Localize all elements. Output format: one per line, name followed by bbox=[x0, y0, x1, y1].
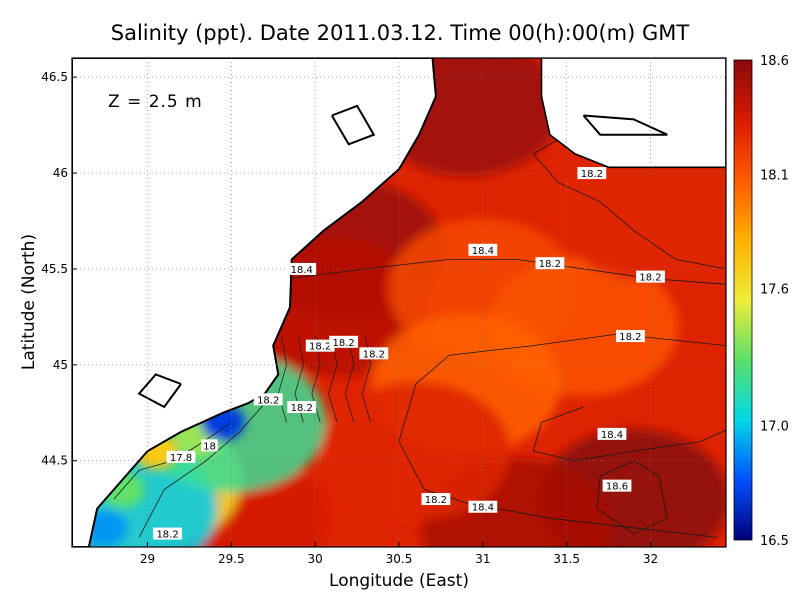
chart-title: Salinity (ppt). Date 2011.03.12. Time 00… bbox=[111, 21, 690, 45]
contour-label-box bbox=[166, 450, 196, 463]
contour-line bbox=[532, 406, 726, 462]
lagoon-outline bbox=[137, 373, 182, 409]
contour-label-box bbox=[577, 167, 607, 180]
contour-line bbox=[344, 336, 355, 423]
x-axis-ticks: 29 29.5 30 30.5 31 31.5 32 bbox=[140, 542, 658, 566]
contour-label-box bbox=[616, 330, 645, 343]
contour-line bbox=[596, 460, 668, 535]
contour-label-box bbox=[597, 427, 627, 440]
contour-label-box bbox=[468, 500, 498, 513]
contour-label: 18.2 bbox=[581, 169, 603, 180]
x-axis-label: Longitude (East) bbox=[329, 571, 469, 591]
contour-label-box bbox=[153, 527, 182, 540]
colorbar-tick-label: 17.6 bbox=[760, 283, 789, 298]
contour-label-box bbox=[305, 339, 335, 352]
contour-label-box bbox=[468, 243, 498, 256]
plot-area: 29 29.5 30 30.5 31 31.5 32 44.5 45 45.5 46 46.5 18… bbox=[41, 57, 727, 566]
contour-label: 18.2 bbox=[309, 342, 331, 353]
contour-label: 18.2 bbox=[425, 495, 447, 506]
contour-line bbox=[532, 134, 726, 270]
x-tick-label: 30.5 bbox=[386, 552, 413, 566]
y-tick-label: 44.5 bbox=[41, 454, 68, 468]
contour-label: 18.6 bbox=[606, 482, 628, 493]
y-tick-label: 46 bbox=[53, 166, 68, 180]
contour-label-box bbox=[287, 262, 317, 275]
grid-lines bbox=[72, 58, 726, 547]
contour-label-box bbox=[421, 493, 451, 506]
colorbar-tick-label: 18.1 bbox=[760, 168, 789, 183]
y-axis-label: Latitude (North) bbox=[19, 234, 39, 370]
colorbar-tick-label: 17.0 bbox=[760, 420, 789, 435]
contour-label-box bbox=[201, 439, 218, 452]
colorbar-ticks: 16.5 17.0 17.6 18.1 18.6 bbox=[760, 54, 789, 549]
contour-label: 18.4 bbox=[472, 503, 494, 514]
contour-label-box bbox=[602, 479, 632, 492]
land-mask bbox=[72, 58, 726, 547]
contour-label: 18.4 bbox=[472, 246, 494, 257]
contour-label: 18.4 bbox=[601, 430, 623, 441]
lagoon-outline bbox=[331, 104, 376, 146]
field-patch bbox=[320, 381, 511, 522]
contour-label: 18 bbox=[203, 441, 216, 452]
contour-label: 18.4 bbox=[291, 265, 313, 276]
contour-label-box bbox=[636, 270, 665, 283]
colorbar: 16.5 17.0 17.6 18.1 18.6 bbox=[733, 54, 789, 549]
contour-label: 18.2 bbox=[363, 349, 385, 360]
contour-labels: 18.218.418.218.218.418.2 18.218.218.218.2… bbox=[153, 167, 665, 541]
x-tick-label: 31 bbox=[475, 552, 490, 566]
contour-label-box bbox=[253, 393, 283, 406]
colorbar-gradient bbox=[733, 59, 753, 541]
x-tick-label: 30 bbox=[308, 552, 323, 566]
contour-label: 18.2 bbox=[539, 259, 561, 270]
contour-label: 18.2 bbox=[156, 530, 178, 541]
land-area bbox=[72, 58, 437, 547]
x-tick-label: 31.5 bbox=[553, 552, 580, 566]
land-area bbox=[540, 58, 726, 169]
depth-annotation: Z = 2.5 m bbox=[108, 92, 203, 112]
contour-label-box bbox=[535, 257, 565, 270]
contour-label: 18.2 bbox=[619, 332, 641, 343]
colorbar-tick-label: 18.6 bbox=[760, 54, 789, 69]
y-tick-label: 45 bbox=[53, 358, 68, 372]
contour-label-box bbox=[287, 401, 317, 414]
contour-label: 17.8 bbox=[170, 453, 192, 464]
lagoon-outline bbox=[582, 114, 668, 136]
x-tick-label: 29 bbox=[140, 552, 155, 566]
contour-line bbox=[277, 336, 287, 423]
contour-label: 18.2 bbox=[291, 403, 313, 414]
colorbar-tick-label: 16.5 bbox=[760, 534, 789, 549]
x-tick-label: 32 bbox=[643, 552, 658, 566]
y-tick-label: 46.5 bbox=[41, 70, 68, 84]
contour-line bbox=[138, 402, 266, 538]
contour-line bbox=[398, 333, 726, 538]
y-tick-label: 45.5 bbox=[41, 262, 68, 276]
y-axis-ticks: 44.5 45 45.5 46 46.5 bbox=[41, 70, 77, 468]
contour-label-box bbox=[359, 347, 389, 360]
contour-label-box bbox=[329, 335, 359, 348]
contour-label: 18.2 bbox=[639, 273, 661, 284]
x-tick-label: 29.5 bbox=[218, 552, 245, 566]
contour-label: 18.2 bbox=[257, 395, 279, 406]
contour-label: 18.2 bbox=[333, 338, 355, 349]
